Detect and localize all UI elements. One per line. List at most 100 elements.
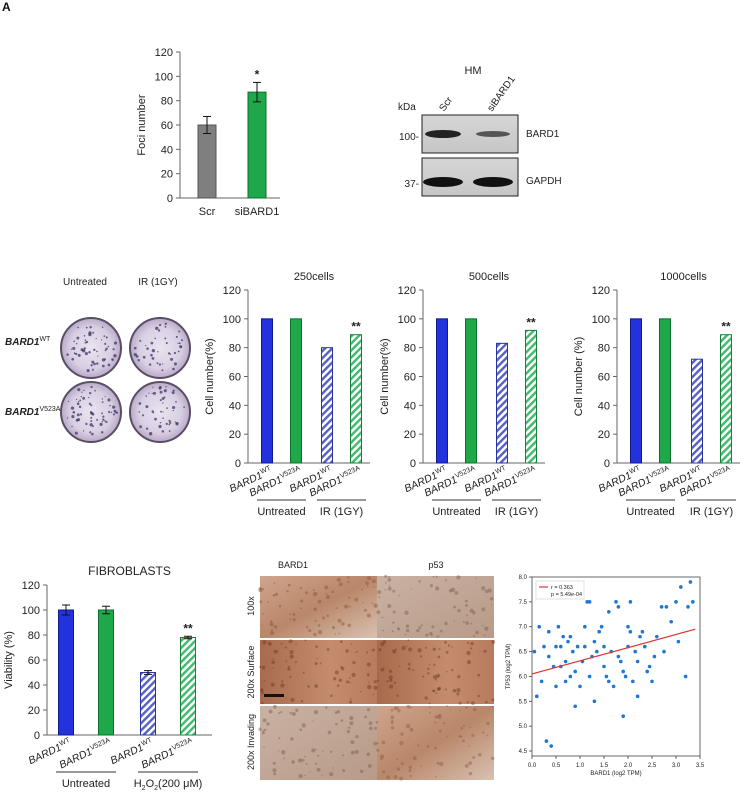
bar [496,342,508,464]
tissue-speckle [491,640,496,644]
lane-label-sibard1: siBARD1 [485,74,518,114]
y-tick-label: 6.0 [519,674,528,680]
scatter-point [563,659,568,664]
colony-dot [168,423,171,426]
tissue-speckle [469,726,472,729]
scatter-point [628,600,633,604]
histology-row-surface: 200x Surface [246,645,256,698]
dish-colonies [66,322,185,436]
significance-marker: ** [721,320,731,334]
tissue-speckle [456,692,460,696]
tissue-speckle [475,577,478,579]
histology-column-bard1: BARD1 [278,560,308,570]
tissue-speckle [331,625,336,630]
tissue-speckle [393,775,398,779]
tissue-speckle [392,649,397,654]
tissue-speckle [477,673,481,677]
tissue-speckle [429,631,433,636]
y-tick-label: 20 [404,429,416,441]
tissue-speckle [272,704,277,709]
x-tick-label: 3.5 [696,763,705,769]
colony-dot [82,430,85,432]
tissue-speckle [381,740,386,745]
histology-row-100x: 100x [246,596,256,616]
tissue-speckle [366,662,371,667]
tissue-speckle [384,588,387,591]
colony-dot [108,410,111,414]
tissue-speckle [261,731,265,735]
colony-dot [72,411,75,414]
colony-dot [92,331,95,334]
tissue-speckle [452,688,457,693]
tissue-speckle [350,643,352,645]
tissue-speckle [364,608,367,612]
tissue-speckle [312,589,315,592]
scatter-point [561,634,565,639]
tissue-speckle [410,588,413,590]
colony-dot [93,362,96,366]
tissue-speckle [272,593,276,597]
blot-band-bard1-scr [425,130,461,138]
colony-dot [168,419,171,423]
colony-dot [158,424,162,429]
tissue-speckle [262,640,267,645]
tissue-speckle [300,599,304,603]
tissue-speckle [263,746,265,748]
tissue-speckle [376,610,381,615]
y-tick-label: 0 [604,458,610,470]
tissue-speckle [333,677,337,681]
colony-dot [71,415,75,419]
tissue-speckle [346,680,350,684]
significance-marker: ** [183,621,193,635]
scatter-point [563,679,568,684]
tissue-speckle [362,601,364,604]
x-tick-label: 0.5 [552,763,561,769]
colony-dot [112,413,115,416]
tissue-speckle [420,765,423,767]
tissue-speckle [359,690,362,693]
tissue-speckle [437,676,439,678]
colony-dot [160,410,163,413]
y-tick-label: 20 [161,169,173,181]
colony-dot [105,347,108,350]
x-tick-label: 3.0 [672,763,681,769]
y-tick-label: 80 [598,343,610,355]
tissue-speckle [405,624,410,628]
chart-title: 250cells [294,271,335,283]
tissue-speckle [281,750,286,755]
tissue-speckle [347,623,352,628]
tissue-speckle [391,719,394,723]
tissue-speckle [267,601,269,603]
colony-dot [102,415,105,418]
y-tick-label: 0 [34,730,40,742]
tissue-speckle [272,768,277,773]
tissue-speckle [361,588,364,591]
scatter-point [662,649,666,654]
y-axis-label: Cell number(%) [204,338,216,414]
y-tick-label: 80 [229,343,241,355]
tissue-speckle [314,619,317,622]
scatter-point [619,659,623,664]
x-tick-label: 2.0 [624,763,633,769]
colony-dot [109,404,111,407]
tissue-speckle [437,635,440,638]
tissue-speckle [299,607,302,610]
tissue-speckle [390,708,394,712]
tissue-speckle [432,575,435,578]
tissue-speckle [446,735,449,738]
colony-dot [171,391,175,395]
tissue-speckle [380,642,385,647]
tissue-speckle [376,748,380,752]
colony-dot [99,422,103,427]
tissue-speckle [297,758,303,763]
tissue-speckle [466,650,471,656]
tissue-speckle [289,649,294,655]
tissue-speckle [367,684,372,690]
tissue-speckle [429,711,431,714]
tissue-speckle [324,585,329,590]
bar [58,609,74,736]
tissue-speckle [349,700,353,704]
histology-texture [258,574,496,781]
tissue-speckle [448,588,453,593]
